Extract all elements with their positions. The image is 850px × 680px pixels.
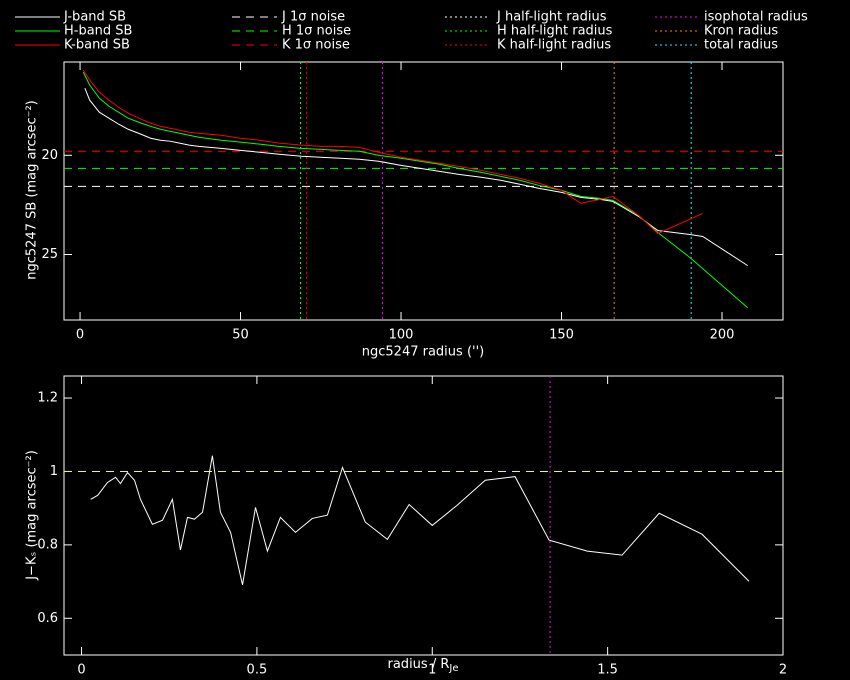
x-tick-label: 0.5 xyxy=(247,663,268,678)
profile-line xyxy=(82,71,749,309)
legend-label: total radius xyxy=(704,38,778,53)
plot-frame xyxy=(63,61,784,321)
legend-label: Kron radius xyxy=(704,24,778,39)
profile-line xyxy=(84,88,748,267)
legend-label: K half-light radius xyxy=(497,38,611,53)
y-axis-label: ngc5247 SB (mag arcsec⁻²) xyxy=(25,100,40,279)
y-tick-label: 20 xyxy=(41,148,58,163)
legend-label: H half-light radius xyxy=(497,24,613,39)
x-tick-label: 0 xyxy=(76,328,84,343)
x-tick-label: 1 xyxy=(428,663,436,678)
x-tick-label: 1.5 xyxy=(597,663,618,678)
profile-line xyxy=(82,69,703,235)
legend-label: J half-light radius xyxy=(496,10,607,25)
x-tick-label: 150 xyxy=(549,328,574,343)
x-axis-label-main: radius / R xyxy=(388,657,450,672)
x-tick-label: 0 xyxy=(77,663,85,678)
y-tick-label: 1.2 xyxy=(37,391,58,406)
legend-label: H 1σ noise xyxy=(282,24,351,39)
y-tick-label: 25 xyxy=(41,247,58,262)
profile-line xyxy=(90,455,750,585)
y-tick-label: 0.6 xyxy=(37,611,58,626)
y-axis-label: J−Kₛ (mag arcsec⁻²) xyxy=(25,450,40,581)
legend-label: K-band SB xyxy=(64,38,130,53)
plot-frame xyxy=(63,375,784,656)
x-axis-label: ngc5247 radius ('') xyxy=(362,345,484,360)
y-tick-label: 0.8 xyxy=(37,537,58,552)
x-tick-label: 200 xyxy=(710,328,735,343)
legend-label: isophotal radius xyxy=(704,10,808,25)
x-tick-label: 100 xyxy=(389,328,414,343)
x-tick-label: 50 xyxy=(232,328,249,343)
x-axis-label: radius / RJe xyxy=(388,657,459,675)
legend-label: J 1σ noise xyxy=(281,10,345,25)
legend-label: K 1σ noise xyxy=(282,38,350,53)
x-tick-label: 2 xyxy=(779,663,787,678)
legend-label: J-band SB xyxy=(63,10,126,25)
y-tick-label: 1 xyxy=(50,464,58,479)
x-axis-label-subscript: Je xyxy=(448,663,458,674)
legend-label: H-band SB xyxy=(64,24,132,39)
